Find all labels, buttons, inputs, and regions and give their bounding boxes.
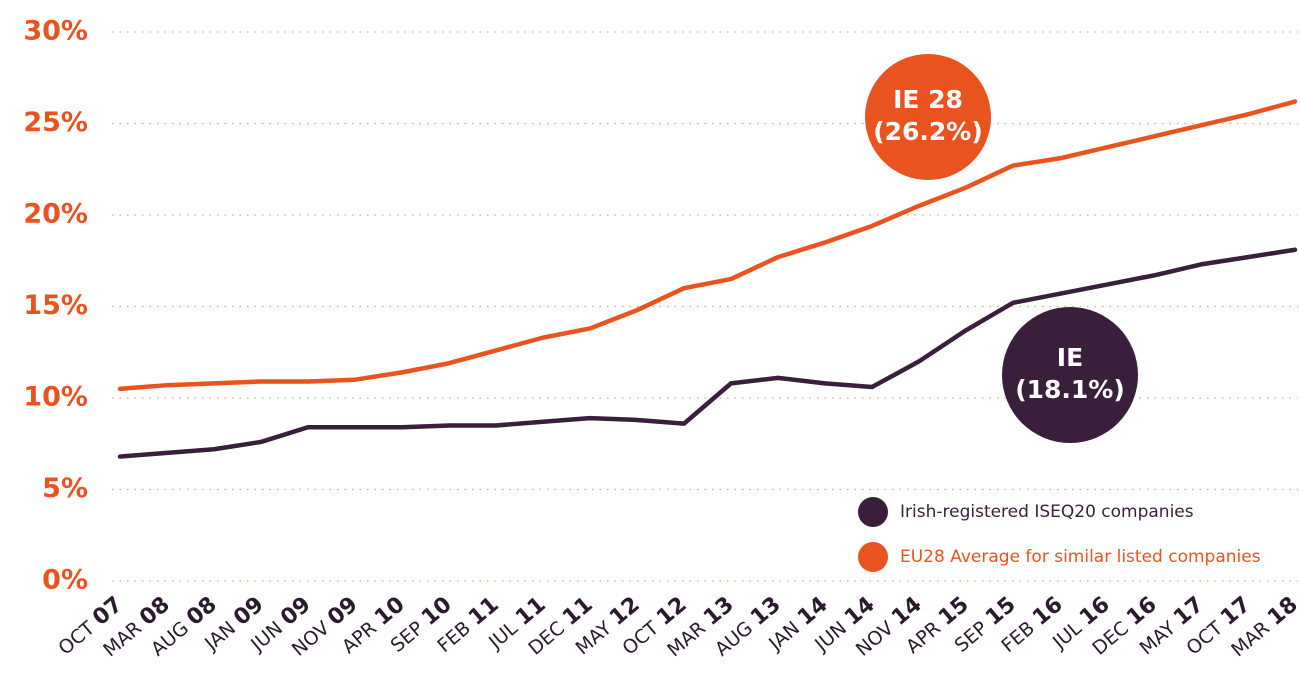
legend-label: Irish-registered ISEQ20 companies (900, 502, 1194, 522)
annotation-bubble (1002, 307, 1138, 443)
legend-marker (858, 497, 888, 527)
y-tick-label: 20% (23, 199, 88, 230)
annotation-text: (26.2%) (873, 117, 983, 146)
y-tick-label: 30% (23, 16, 88, 47)
legend-marker (858, 542, 888, 572)
y-tick-label: 0% (42, 565, 88, 596)
annotation-text: (18.1%) (1015, 375, 1125, 404)
legend-label: EU28 Average for similar listed companie… (900, 547, 1261, 567)
y-tick-label: 5% (42, 473, 88, 504)
series-line (117, 247, 1298, 459)
annotation-bubble (865, 54, 991, 180)
y-tick-label: 25% (23, 107, 88, 138)
y-tick-label: 15% (23, 290, 88, 321)
annotation-text: IE (1057, 343, 1083, 372)
annotation-text: IE 28 (893, 85, 963, 114)
y-tick-label: 10% (23, 382, 88, 413)
series-line (117, 99, 1298, 392)
